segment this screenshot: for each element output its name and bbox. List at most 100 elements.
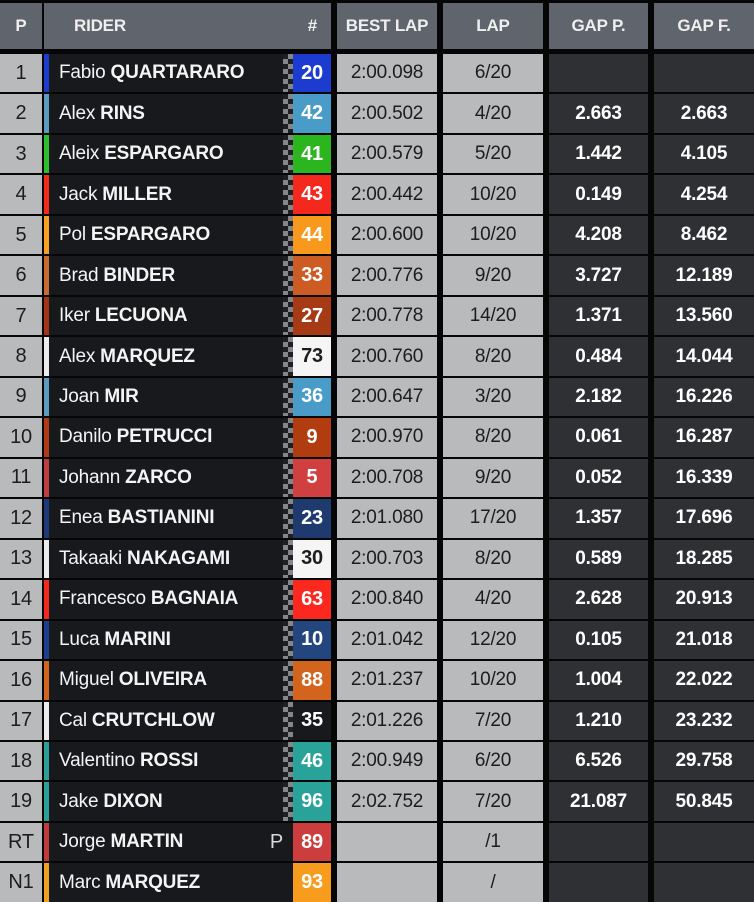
- gap-first-cell: 29.758: [654, 741, 754, 781]
- best-lap-cell: 2:00.708: [337, 458, 437, 498]
- rider-number-badge: 73: [293, 337, 331, 376]
- team-color-stripe: [44, 863, 49, 902]
- rider-cell: Jorge MARTIN P: [44, 822, 293, 862]
- gap-first-cell: [654, 863, 754, 902]
- checkered-flag-strip: [283, 741, 293, 781]
- position-cell: 8: [0, 337, 42, 376]
- rider-number-badge: 46: [293, 741, 331, 781]
- position-cell: 2: [0, 94, 42, 133]
- rider-first-name: Alex: [59, 345, 96, 367]
- rider-cell: Valentino ROSSI: [44, 741, 293, 781]
- rider-last-name: LECUONA: [94, 305, 188, 327]
- position-cell: 3: [0, 134, 42, 174]
- rider-last-name: MARQUEZ: [105, 871, 201, 893]
- rider-row[interactable]: 18 Valentino ROSSI 46 2:00.949 6/20 6.526 29.75…: [0, 741, 754, 781]
- checkered-flag-strip: [283, 661, 293, 700]
- position-cell: 6: [0, 256, 42, 295]
- rider-cell: Alex RINS: [44, 94, 293, 133]
- checkered-flag-strip: [283, 54, 293, 93]
- rider-row[interactable]: 12 Enea BASTIANINI 23 2:01.080 17/20 1.357 17.6…: [0, 499, 754, 538]
- rider-row[interactable]: 13 Takaaki NAKAGAMI 30 2:00.703 8/20 0.589 18.2…: [0, 539, 754, 579]
- team-color-stripe: [44, 741, 49, 781]
- rider-name: Miguel OLIVEIRA: [59, 669, 207, 691]
- gap-prev-cell: 1.004: [549, 661, 648, 700]
- rider-row[interactable]: 7 Iker LECUONA 27 2:00.778 14/20 1.371 13.560: [0, 296, 754, 336]
- checkered-flag-strip: [283, 418, 293, 457]
- rider-row[interactable]: 4 Jack MILLER 43 2:00.442 10/20 0.149 4.254: [0, 175, 754, 214]
- position-cell: 10: [0, 418, 42, 457]
- team-color-stripe: [44, 661, 49, 700]
- gap-first-cell: 16.339: [654, 458, 754, 498]
- rider-last-name: MARTIN: [110, 831, 184, 853]
- rider-first-name: Joan: [59, 385, 100, 407]
- rider-row[interactable]: 6 Brad BINDER 33 2:00.776 9/20 3.727 12.189: [0, 256, 754, 295]
- lap-cell: 6/20: [443, 54, 543, 93]
- team-color-stripe: [44, 701, 49, 740]
- rider-row[interactable]: 15 Luca MARINI 10 2:01.042 12/20 0.105 21.018: [0, 620, 754, 660]
- rider-first-name: Danilo: [59, 426, 112, 448]
- rider-last-name: MARQUEZ: [100, 345, 195, 367]
- position-cell: 19: [0, 782, 42, 821]
- team-color-stripe: [44, 580, 49, 619]
- rider-number-badge: 36: [293, 377, 331, 417]
- rider-row[interactable]: 5 Pol ESPARGARO 44 2:00.600 10/20 4.208 8.462: [0, 215, 754, 255]
- rider-first-name: Jack: [59, 183, 98, 205]
- position-cell: 5: [0, 215, 42, 255]
- rider-first-name: Miguel: [59, 669, 114, 691]
- rider-row[interactable]: 11 Johann ZARCO 5 2:00.708 9/20 0.052 16.339: [0, 458, 754, 498]
- checkered-flag-strip: [283, 215, 293, 255]
- best-lap-cell: 2:01.080: [337, 499, 437, 538]
- checkered-flag-strip: [283, 94, 293, 133]
- gap-prev-cell: 0.105: [549, 620, 648, 660]
- rider-name: Johann ZARCO: [59, 467, 192, 489]
- rider-first-name: Fabio: [59, 62, 106, 84]
- gap-prev-cell: 0.061: [549, 418, 648, 457]
- rider-last-name: MIR: [104, 385, 139, 407]
- gap-first-cell: 17.696: [654, 499, 754, 538]
- team-color-stripe: [44, 134, 49, 174]
- rider-cell: Francesco BAGNAIA: [44, 580, 293, 619]
- rider-row[interactable]: 3 Aleix ESPARGARO 41 2:00.579 5/20 1.442 4.105: [0, 134, 754, 174]
- checkered-flag-strip: [283, 458, 293, 498]
- best-lap-cell: 2:00.703: [337, 539, 437, 579]
- best-lap-cell: 2:00.949: [337, 741, 437, 781]
- rider-number-badge: 10: [293, 620, 331, 660]
- gap-first-cell: 8.462: [654, 215, 754, 255]
- rider-row[interactable]: RT Jorge MARTIN P 89/1: [0, 822, 754, 862]
- rider-first-name: Pol: [59, 224, 86, 246]
- lap-cell: 7/20: [443, 782, 543, 821]
- rider-row[interactable]: 19 Jake DIXON 96 2:02.752 7/20 21.087 50.845: [0, 782, 754, 821]
- gap-first-cell: 21.018: [654, 620, 754, 660]
- rider-row[interactable]: 2 Alex RINS 42 2:00.502 4/20 2.663 2.663: [0, 94, 754, 133]
- rider-row[interactable]: 17 Cal CRUTCHLOW 35 2:01.226 7/20 1.210 23.232: [0, 701, 754, 740]
- team-color-stripe: [44, 296, 49, 336]
- best-lap-cell: 2:00.098: [337, 54, 437, 93]
- lap-cell: 10/20: [443, 215, 543, 255]
- rider-row[interactable]: 9 Joan MIR 36 2:00.647 3/20 2.182 16.226: [0, 377, 754, 417]
- position-cell: 12: [0, 499, 42, 538]
- gap-first-cell: 20.913: [654, 580, 754, 619]
- rider-name: Jorge MARTIN: [59, 831, 183, 853]
- gap-first-cell: 4.254: [654, 175, 754, 214]
- header-lap: LAP: [443, 3, 543, 49]
- rider-cell: Luca MARINI: [44, 620, 293, 660]
- checkered-flag-strip: [283, 701, 293, 740]
- rider-name: Jack MILLER: [59, 184, 172, 206]
- header-gap-prev: GAP P.: [549, 3, 648, 49]
- rider-row[interactable]: 1 Fabio QUARTARARO 20 2:00.098 6/20: [0, 54, 754, 93]
- best-lap-cell: 2:00.600: [337, 215, 437, 255]
- rider-row[interactable]: 8 Alex MARQUEZ 73 2:00.760 8/20 0.484 14.044: [0, 337, 754, 376]
- gap-prev-cell: 0.589: [549, 539, 648, 579]
- rider-row[interactable]: 16 Miguel OLIVEIRA 88 2:01.237 10/20 1.004 22.0…: [0, 661, 754, 700]
- rider-first-name: Johann: [59, 466, 121, 488]
- lap-cell: 7/20: [443, 701, 543, 740]
- rider-name: Brad BINDER: [59, 265, 175, 287]
- lap-cell: 3/20: [443, 377, 543, 417]
- rider-row[interactable]: 10 Danilo PETRUCCI 9 2:00.970 8/20 0.061 16.287: [0, 418, 754, 457]
- rider-row[interactable]: 14 Francesco BAGNAIA 63 2:00.840 4/20 2.628 20.…: [0, 580, 754, 619]
- rider-name: Joan MIR: [59, 386, 139, 408]
- position-cell: 1: [0, 54, 42, 93]
- rider-row[interactable]: N1 Marc MARQUEZ 93 /: [0, 863, 754, 902]
- rider-last-name: RINS: [100, 102, 145, 124]
